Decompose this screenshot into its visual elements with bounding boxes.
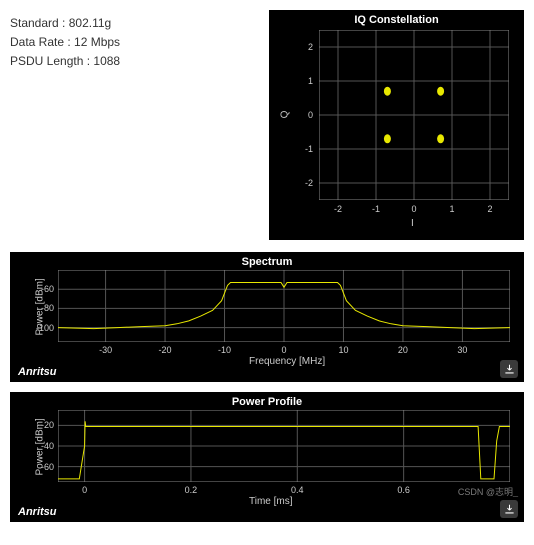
csdn-watermark: CSDN @志明_ bbox=[458, 485, 518, 498]
tick-label: 30 bbox=[457, 345, 467, 355]
psdu-value: 1088 bbox=[93, 54, 120, 68]
iq-constellation-chart: IQ Constellation Q I -2 -1 0 1 2 -2 -1 0 1 2 bbox=[269, 10, 524, 240]
iq-title: IQ Constellation bbox=[269, 10, 524, 26]
spectrum-chart: Spectrum Power [dBm] Frequency [MHz] -30… bbox=[10, 252, 524, 382]
spectrum-plot bbox=[58, 270, 510, 342]
download-icon[interactable] bbox=[500, 500, 518, 518]
datarate-label: Data Rate : bbox=[10, 35, 74, 49]
spectrum-title: Spectrum bbox=[10, 252, 524, 268]
tick-label: -100 bbox=[36, 323, 54, 333]
tick-label: -60 bbox=[41, 462, 54, 472]
tick-label: -20 bbox=[159, 345, 172, 355]
tick-label: 2 bbox=[308, 42, 313, 52]
power-brand: Anritsu bbox=[18, 506, 57, 518]
download-icon[interactable] bbox=[500, 360, 518, 378]
tick-label: -80 bbox=[41, 303, 54, 313]
power-plot bbox=[58, 410, 510, 482]
info-datarate: Data Rate : 12 Mbps bbox=[10, 33, 120, 52]
tick-label: 2 bbox=[487, 204, 492, 214]
tick-label: -2 bbox=[334, 204, 342, 214]
iq-ylabel: Q bbox=[279, 111, 290, 119]
power-title: Power Profile bbox=[10, 392, 524, 408]
spectrum-xlabel: Frequency [MHz] bbox=[249, 356, 325, 367]
tick-label: -1 bbox=[305, 144, 313, 154]
info-block: Standard : 802.11g Data Rate : 12 Mbps P… bbox=[10, 10, 120, 72]
standard-label: Standard : bbox=[10, 16, 69, 30]
psdu-label: PSDU Length : bbox=[10, 54, 93, 68]
top-row: Standard : 802.11g Data Rate : 12 Mbps P… bbox=[10, 10, 524, 240]
power-profile-chart: Power Profile Power [dBm] Time [ms] 00.2… bbox=[10, 392, 524, 522]
iq-plot bbox=[319, 30, 509, 200]
power-xlabel: Time [ms] bbox=[249, 496, 293, 507]
tick-label: 1 bbox=[449, 204, 454, 214]
tick-label: -2 bbox=[305, 178, 313, 188]
tick-label: 20 bbox=[398, 345, 408, 355]
datarate-value: 12 Mbps bbox=[74, 35, 120, 49]
info-standard: Standard : 802.11g bbox=[10, 14, 120, 33]
tick-label: 10 bbox=[338, 345, 348, 355]
tick-label: 1 bbox=[308, 76, 313, 86]
tick-label: 0.4 bbox=[291, 485, 304, 495]
tick-label: 0 bbox=[82, 485, 87, 495]
tick-label: 0.6 bbox=[397, 485, 410, 495]
spectrum-brand: Anritsu bbox=[18, 366, 57, 378]
iq-xlabel: I bbox=[411, 218, 414, 229]
page: Standard : 802.11g Data Rate : 12 Mbps P… bbox=[0, 0, 534, 532]
tick-label: 0 bbox=[411, 204, 416, 214]
tick-label: -1 bbox=[372, 204, 380, 214]
tick-label: -20 bbox=[41, 420, 54, 430]
tick-label: 0 bbox=[308, 110, 313, 120]
tick-label: -60 bbox=[41, 284, 54, 294]
tick-label: -40 bbox=[41, 441, 54, 451]
info-psdu: PSDU Length : 1088 bbox=[10, 52, 120, 71]
tick-label: -10 bbox=[218, 345, 231, 355]
tick-label: 0.2 bbox=[185, 485, 198, 495]
tick-label: -30 bbox=[99, 345, 112, 355]
tick-label: 0 bbox=[281, 345, 286, 355]
standard-value: 802.11g bbox=[69, 16, 112, 30]
